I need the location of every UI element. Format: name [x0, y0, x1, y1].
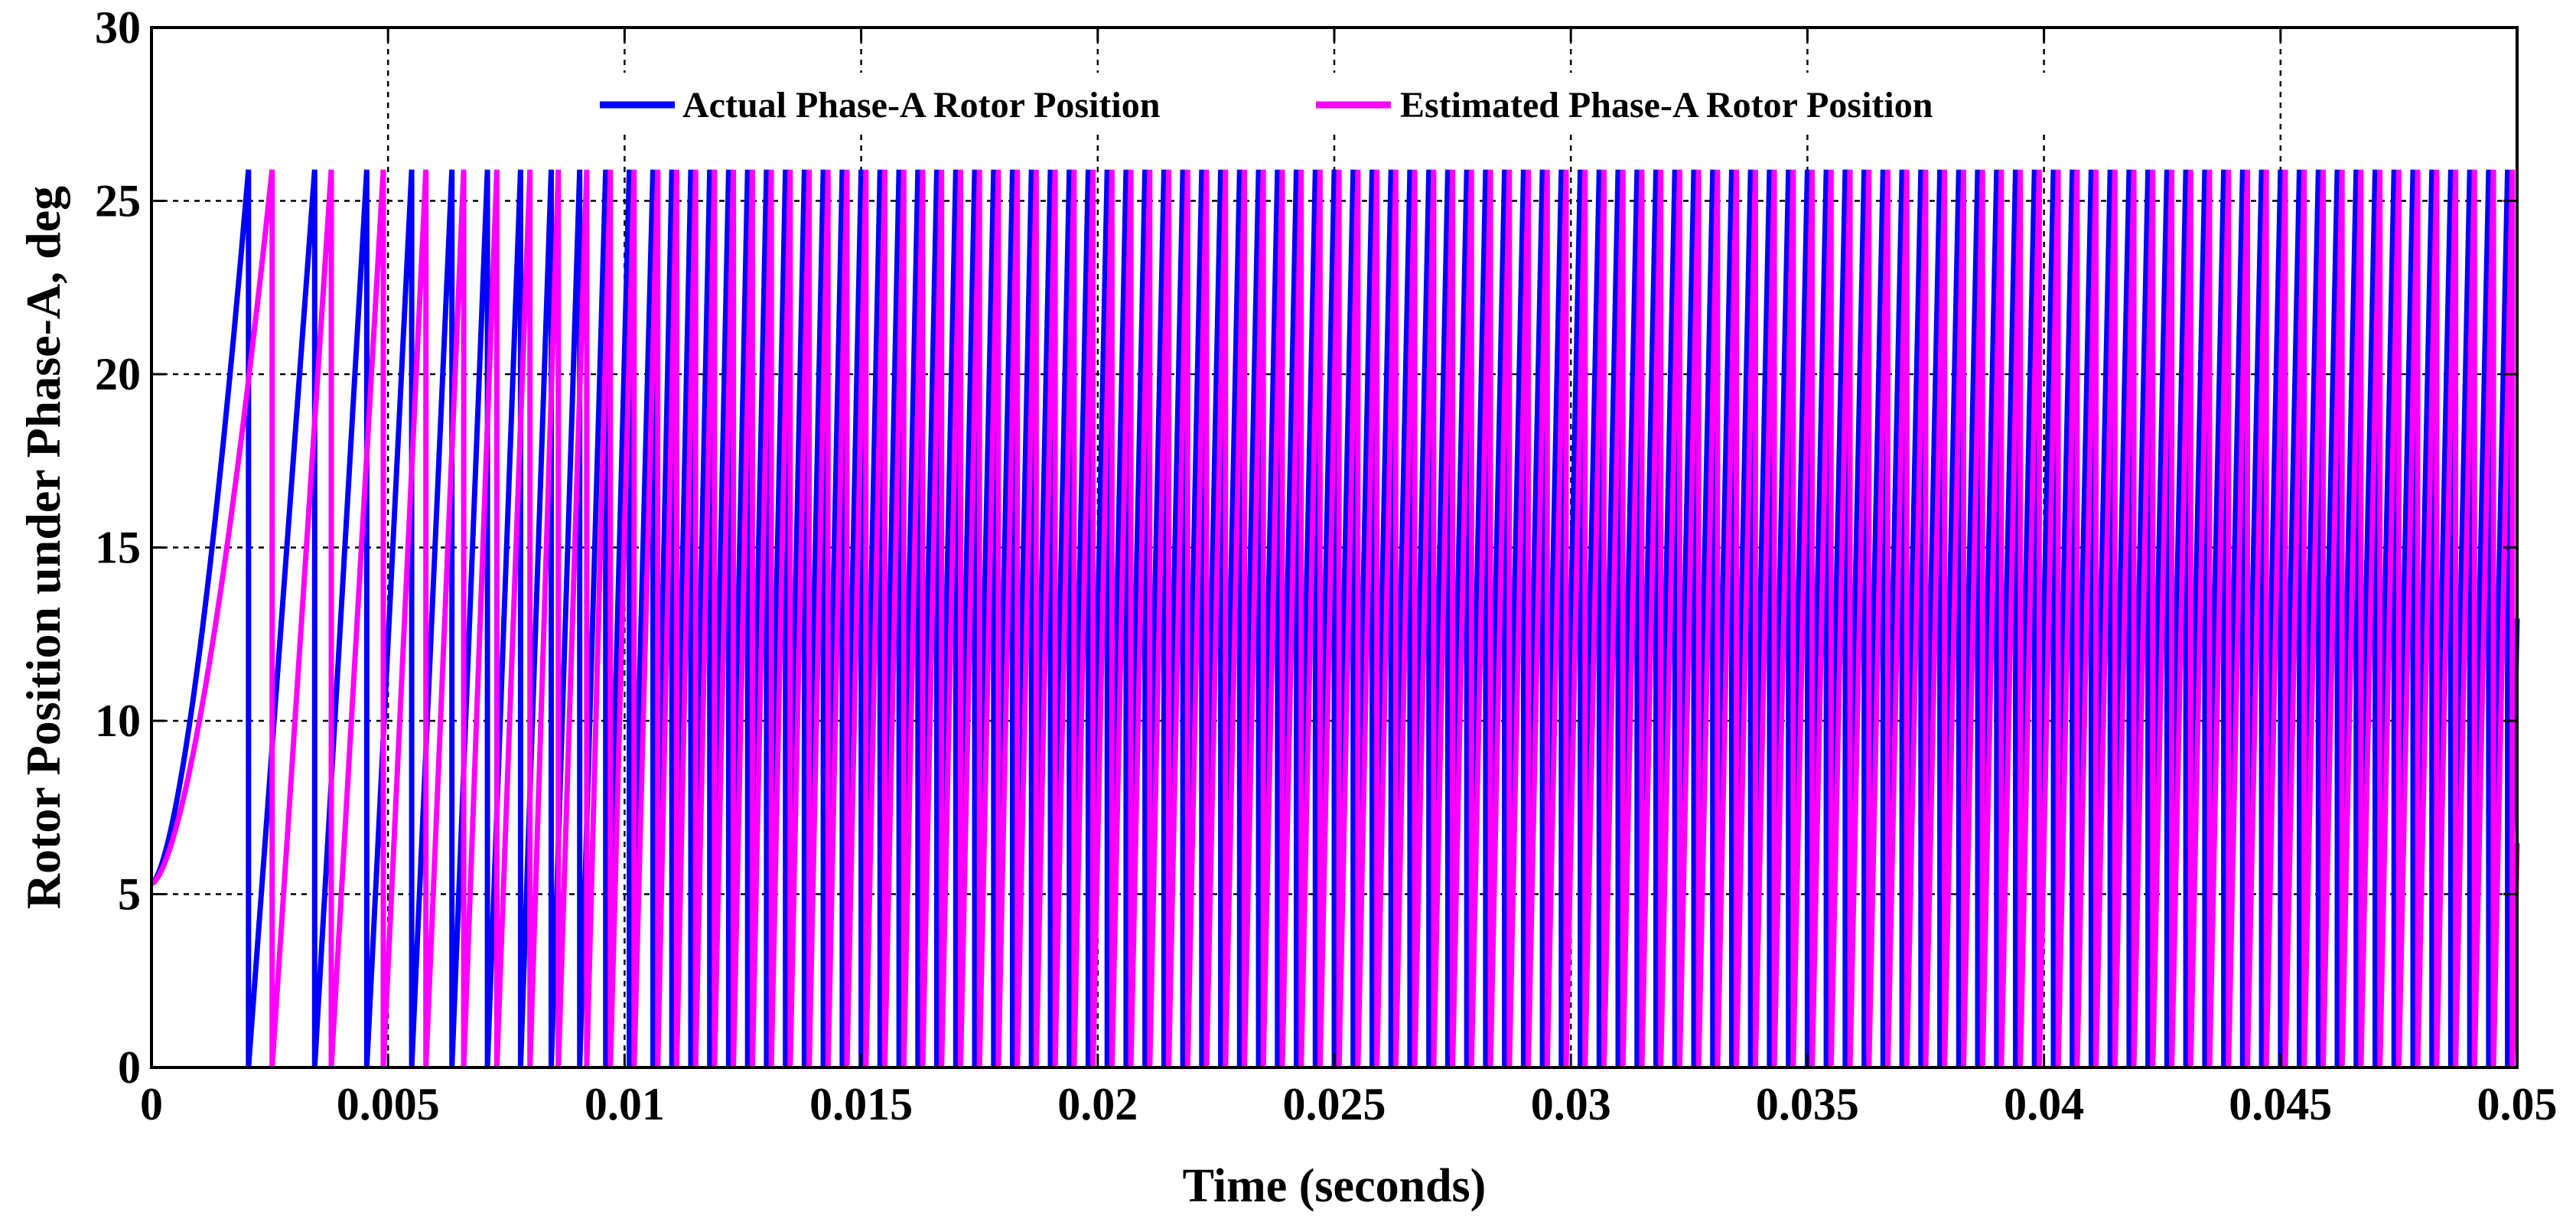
y-tick-label: 5: [118, 869, 141, 920]
y-axis-label: Rotor Position under Phase-A, deg: [16, 186, 70, 909]
x-axis-label: Time (seconds): [1183, 1160, 1487, 1212]
y-tick-label: 15: [95, 523, 141, 573]
y-tick-label: 25: [95, 176, 141, 227]
series-layer: [149, 169, 2520, 1068]
legend-label-estimated: Estimated Phase-A Rotor Position: [1400, 85, 1933, 125]
x-tick-label: 0.05: [2477, 1079, 2558, 1129]
series-line-estimated: [150, 169, 2520, 1068]
x-tick-label: 0.02: [1057, 1079, 1138, 1129]
x-tick-label: 0.015: [809, 1079, 913, 1129]
y-tick-label: 10: [95, 696, 141, 746]
x-tick-label: 0.04: [2004, 1079, 2084, 1129]
x-tick-label: 0.01: [585, 1079, 665, 1129]
x-tick-label: 0.005: [337, 1079, 440, 1129]
legend-label-actual: Actual Phase-A Rotor Position: [682, 85, 1160, 125]
legend: Actual Phase-A Rotor Position Estimated …: [589, 73, 2098, 134]
y-tick-label: 20: [95, 349, 141, 399]
x-tick-label: 0: [140, 1079, 163, 1129]
y-tick-label: 0: [118, 1042, 141, 1093]
x-tick-label: 0.035: [1756, 1079, 1859, 1129]
x-tick-label: 0.03: [1531, 1079, 1611, 1129]
axis-ticks: 0 0.005 0.01 0.015 0.02 0.025 0.03 0.035 0.04 0.0…: [95, 2, 2558, 1129]
x-tick-label: 0.045: [2229, 1079, 2332, 1129]
y-tick-label: 30: [95, 2, 141, 53]
x-tick-label: 0.025: [1283, 1079, 1386, 1129]
